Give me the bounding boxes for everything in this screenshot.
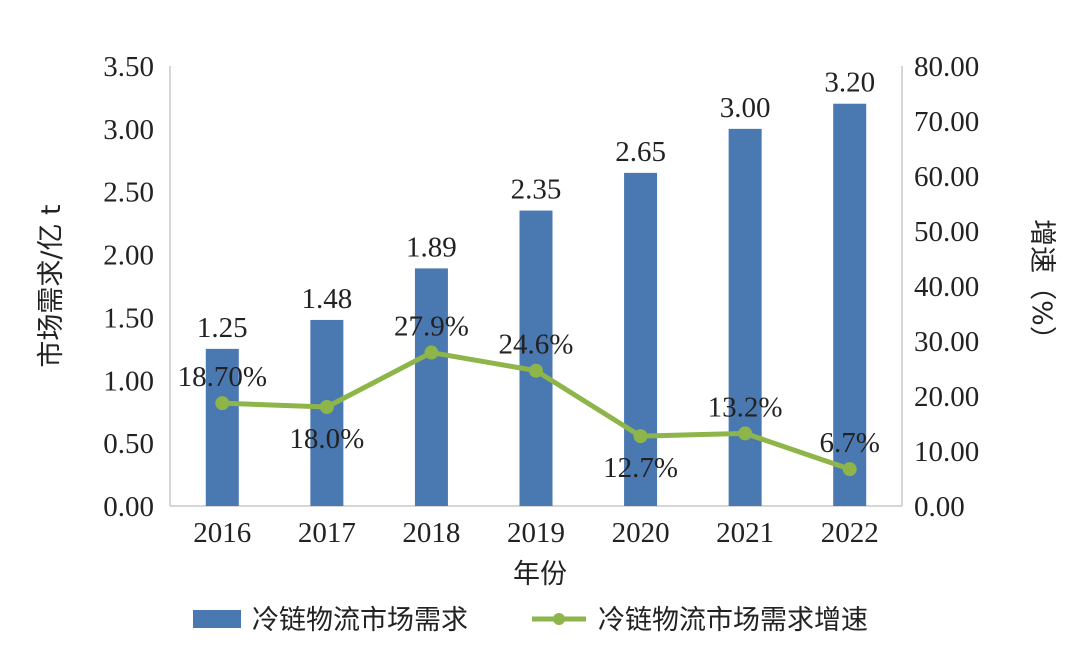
line-value-label: 6.7% [820,427,880,459]
tick-labels: 0.00 0.50 1.00 1.50 2.00 2.50 3.00 3.50 0.00 10.0… [103,51,979,549]
line-value-label: 27.9% [394,311,469,343]
bar-series [205,103,867,507]
bar-value-label: 2.65 [615,136,666,168]
y-axis-title: 市场需求/亿 t [36,204,67,367]
line-marker [633,429,648,444]
y-tick-label: 1.00 [103,365,154,397]
legend-label-line: 冷链物流市场需求增速 [598,605,868,636]
y2-tick-label: 50.00 [914,216,979,248]
y-tick-label: 3.50 [103,51,154,83]
y-tick-label: 1.50 [103,302,154,334]
line-marker [738,426,753,441]
y2-tick-label: 70.00 [914,106,979,138]
bar [833,103,867,506]
line-marker [424,345,439,360]
y-tick-label: 0.50 [103,428,154,460]
line-value-label: 24.6% [499,329,574,361]
y2-tick-label: 0.00 [914,491,965,523]
y-tick-label: 2.50 [103,177,154,209]
bar-value-label: 2.35 [511,174,562,206]
bar [519,210,553,507]
y2-tick-label: 30.00 [914,326,979,358]
bar [624,172,658,506]
bar [414,268,448,506]
line-series [215,345,857,477]
x-axis-title: 年份 [513,559,567,590]
x-tick-label: 2020 [612,517,670,549]
line-marker [215,396,230,411]
legend-label-bar: 冷链物流市场需求 [252,605,468,636]
legend-swatch-bar [193,610,241,628]
y2-tick-label: 10.00 [914,436,979,468]
y2-axis-title: 增速（%） [1026,219,1057,353]
x-tick-label: 2021 [716,517,774,549]
x-tick-label: 2017 [298,517,356,549]
line-value-label: 12.7% [603,452,678,484]
legend: 冷链物流市场需求 冷链物流市场需求增速 [193,605,868,636]
y2-tick-label: 40.00 [914,271,979,303]
bar-value-label: 1.25 [197,312,248,344]
x-tick-label: 2019 [507,517,565,549]
y2-tick-label: 20.00 [914,381,979,413]
y2-tick-label: 60.00 [914,161,979,193]
line-marker [529,363,543,378]
bar-value-label: 3.00 [720,92,771,124]
bar-value-label: 1.89 [406,231,457,263]
line-value-label: 18.0% [289,423,364,455]
y2-tick-label: 80.00 [914,51,979,83]
y-tick-label: 2.00 [103,240,154,272]
x-tick-label: 2018 [402,517,460,549]
data-labels: 1.25 1.48 1.89 2.35 2.65 3.00 3.20 18.70% 18.0% 2… [178,67,880,484]
bar [728,128,762,506]
bar [205,348,239,506]
y-tick-label: 0.00 [103,491,154,523]
line-value-label: 13.2% [708,391,783,423]
line-marker [319,400,334,414]
bar-value-label: 1.48 [301,283,352,315]
bar-value-label: 3.20 [824,67,875,99]
line-marker [842,462,857,477]
y-tick-label: 3.00 [103,114,154,146]
legend-swatch-marker [553,613,565,625]
line-value-label: 18.70% [178,361,267,393]
x-tick-label: 2022 [821,517,879,549]
x-tick-label: 2016 [193,517,251,549]
